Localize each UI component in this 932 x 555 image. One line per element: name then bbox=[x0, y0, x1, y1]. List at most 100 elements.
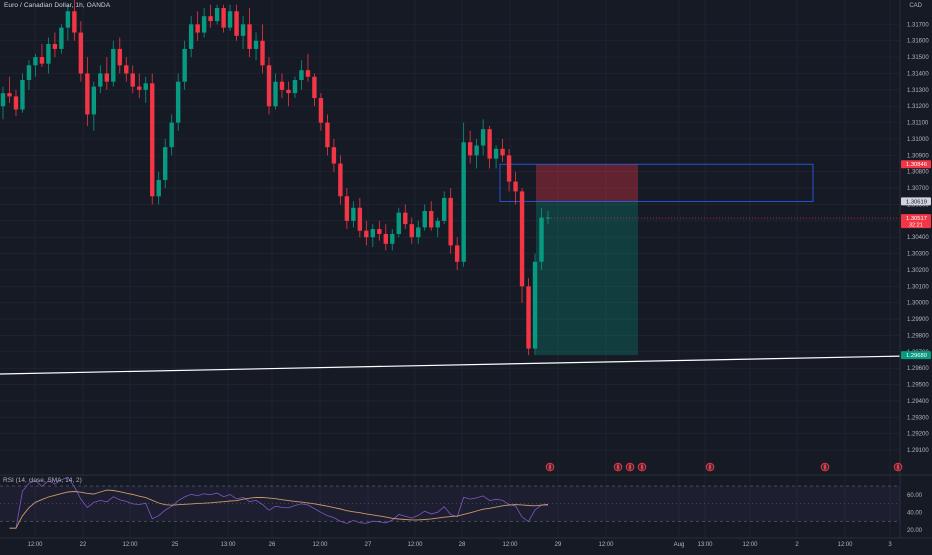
candle-body bbox=[46, 44, 51, 64]
rsi-pane: 60.00 40.00 20.00 bbox=[0, 474, 932, 534]
time-tick-label: 27 bbox=[365, 542, 372, 548]
symbol-title[interactable]: Euro / Canadian Dollar, 1h, OANDA bbox=[4, 2, 111, 9]
candle-body bbox=[201, 16, 207, 33]
candle-body bbox=[124, 65, 129, 74]
candle-body bbox=[188, 24, 194, 49]
candle-body bbox=[312, 76, 317, 99]
candle-body bbox=[513, 181, 518, 192]
candle-body bbox=[416, 227, 421, 238]
candle-body bbox=[221, 8, 226, 28]
candle-body bbox=[357, 207, 363, 231]
candle-body bbox=[461, 142, 466, 262]
time-tick-label: 12:00 bbox=[27, 542, 43, 548]
candle-body bbox=[85, 73, 90, 115]
rsi-title[interactable]: RSI (14, close, SMA, 14, 2) bbox=[3, 477, 82, 484]
support-price-tag: 1.29680 bbox=[906, 353, 927, 359]
price-axis[interactable]: 1.31700 1.31600 1.31500 1.31400 1.31300 1.312… bbox=[899, 0, 931, 538]
support-line bbox=[0, 355, 901, 375]
candle-body bbox=[305, 70, 311, 77]
candle-body bbox=[532, 261, 538, 349]
time-tick-label: 12:00 bbox=[598, 542, 614, 548]
candle-body bbox=[325, 122, 330, 148]
event-flag-glyph bbox=[628, 464, 632, 470]
candle-body bbox=[227, 11, 233, 28]
price-tick-label: 1.31100 bbox=[907, 121, 929, 127]
time-tick-label: Aug bbox=[674, 542, 685, 548]
range-box bbox=[499, 163, 814, 202]
candle-body bbox=[331, 147, 337, 164]
candle-body bbox=[429, 211, 434, 228]
current-price-tag-countdown: 32:21 bbox=[909, 223, 923, 229]
candle-body bbox=[409, 224, 414, 238]
time-axis[interactable]: 12:00 22 12:00 25 13:00 26 12:00 27 12:00 28 12:00… bbox=[0, 537, 932, 548]
candle-body bbox=[240, 24, 246, 36]
time-tick-label: 3 bbox=[888, 542, 892, 548]
candle-body bbox=[500, 148, 505, 156]
candle-body bbox=[143, 83, 148, 90]
candle-body bbox=[318, 98, 324, 123]
candle-body bbox=[435, 220, 440, 228]
candle-body bbox=[156, 179, 161, 197]
price-tick-label: 1.30200 bbox=[907, 268, 929, 274]
candle-body bbox=[7, 93, 12, 97]
stop-price-tag-bg bbox=[901, 160, 931, 169]
price-tick-label: 1.31700 bbox=[907, 22, 929, 28]
candle-body bbox=[474, 145, 479, 156]
candle-body bbox=[506, 155, 512, 182]
price-tick-label: 1.31600 bbox=[907, 39, 929, 45]
candle-body bbox=[247, 24, 252, 49]
time-tick-label: 13:00 bbox=[697, 542, 713, 548]
candle-body bbox=[214, 8, 220, 22]
time-tick-label: 12:00 bbox=[837, 542, 853, 548]
candle-body bbox=[253, 40, 259, 49]
candle-body bbox=[98, 73, 103, 87]
current-price-tag-bg bbox=[901, 214, 931, 229]
candle-body bbox=[195, 24, 200, 33]
candle-body bbox=[52, 44, 58, 49]
candle-body bbox=[273, 81, 278, 107]
candle-body bbox=[104, 73, 110, 82]
candle-body bbox=[403, 212, 408, 225]
candle-body bbox=[292, 80, 298, 94]
price-tick-label: 1.30400 bbox=[907, 235, 929, 241]
candle-body bbox=[480, 129, 486, 146]
candle-body bbox=[299, 70, 304, 81]
candle-body bbox=[150, 83, 155, 197]
time-tick-label: 22 bbox=[80, 542, 87, 548]
time-tick-label: 12:00 bbox=[742, 542, 758, 548]
price-tick-label: 1.30100 bbox=[907, 284, 929, 290]
price-tick-label: 1.29100 bbox=[907, 448, 929, 454]
event-flag-glyph bbox=[640, 464, 644, 470]
candle-body bbox=[279, 81, 285, 90]
price-tick-label: 1.30300 bbox=[907, 252, 929, 258]
price-tick-label: 1.31400 bbox=[907, 71, 929, 77]
candle-body bbox=[33, 57, 38, 66]
time-tick-label: 12:00 bbox=[407, 542, 423, 548]
event-markers[interactable] bbox=[545, 462, 903, 472]
support-line-group[interactable] bbox=[0, 217, 901, 375]
stop-loss-zone bbox=[536, 164, 638, 202]
candle-body bbox=[539, 217, 544, 262]
time-tick-label: 13:00 bbox=[220, 542, 236, 548]
rsi-tick-label: 20.00 bbox=[907, 528, 923, 534]
candle-body bbox=[91, 86, 97, 115]
candle-body bbox=[163, 147, 168, 180]
time-tick-label: 2 bbox=[795, 542, 799, 548]
position-tool[interactable] bbox=[499, 163, 814, 356]
candle-body bbox=[338, 163, 343, 197]
candle-body bbox=[286, 89, 291, 94]
candle-body bbox=[390, 233, 395, 244]
candle-body bbox=[117, 48, 122, 66]
take-profit-zone bbox=[536, 201, 638, 356]
rsi-ma-line bbox=[9, 489, 549, 529]
event-flag-glyph bbox=[616, 464, 620, 470]
event-flag-glyph bbox=[896, 464, 900, 470]
candle-body bbox=[448, 197, 453, 246]
price-tick-label: 1.30600 bbox=[907, 202, 929, 208]
price-tick-label: 1.29400 bbox=[907, 399, 929, 405]
candle-body bbox=[182, 48, 187, 82]
price-tick-label: 1.29900 bbox=[907, 317, 929, 323]
candle-body bbox=[130, 73, 135, 87]
